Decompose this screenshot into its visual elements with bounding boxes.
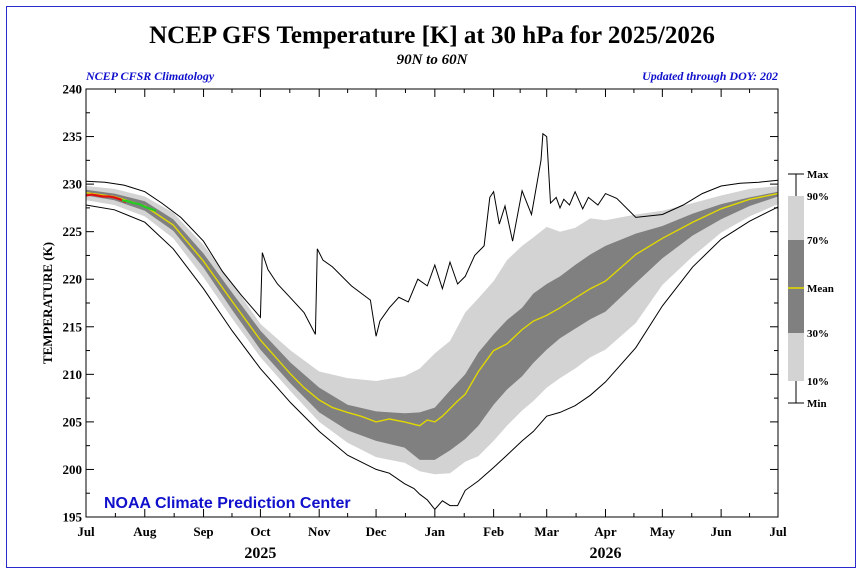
y-tick-label: 240	[63, 82, 83, 97]
x-tick-label: Jan	[425, 524, 446, 539]
legend-label: 10%	[807, 376, 829, 388]
chart-title: NCEP GFS Temperature [K] at 30 hPa for 2…	[149, 22, 715, 49]
y-tick-label: 225	[63, 224, 83, 239]
x-tick-label: Nov	[308, 524, 331, 539]
y-tick-label: 210	[63, 367, 83, 382]
x-tick-label: Aug	[133, 524, 157, 539]
update-note: Updated through DOY: 202	[642, 69, 778, 83]
legend-label: 70%	[807, 235, 829, 247]
chart-frame	[6, 6, 856, 568]
x-tick-label: Jun	[711, 524, 733, 539]
x-tick-label: Mar	[534, 524, 559, 539]
x-tick-label: Jul	[769, 524, 787, 539]
y-tick-label: 230	[63, 177, 83, 192]
x-tick-label: Jul	[77, 524, 95, 539]
band-30-70	[86, 189, 778, 460]
legend-label: Max	[807, 169, 829, 181]
cpc-watermark: NOAA Climate Prediction Center	[104, 495, 351, 512]
y-tick-label: 195	[63, 510, 83, 525]
x-tick-label: May	[650, 524, 676, 539]
x-tick-label: Dec	[366, 524, 387, 539]
legend-90-box	[788, 196, 804, 240]
chart-subtitle: 90N to 60N	[396, 52, 468, 68]
series-max-line	[85, 132, 779, 337]
series-observed-recent-line	[121, 199, 157, 212]
x-tick-label: Apr	[594, 524, 617, 539]
series-min-line	[85, 204, 779, 511]
y-tick-label: 215	[63, 319, 83, 334]
series-mean-line	[85, 192, 779, 427]
legend-label: 30%	[807, 328, 829, 340]
x-tick-label: Oct	[250, 524, 271, 539]
legend-label: Mean	[807, 283, 834, 295]
legend-label: 90%	[807, 191, 829, 203]
x-tick-label: Sep	[193, 524, 213, 539]
legend-label: Min	[807, 398, 827, 410]
y-tick-label: 200	[63, 462, 83, 477]
y-tick-label: 235	[63, 129, 83, 144]
year-label: 2026	[589, 545, 621, 562]
y-axis-label: TEMPERATURE (K)	[40, 242, 55, 364]
series-observed-line	[85, 193, 127, 204]
y-tick-label: 205	[63, 414, 83, 429]
x-tick-label: Feb	[483, 524, 504, 539]
climatology-note: NCEP CFSR Climatology	[86, 69, 215, 83]
year-label: 2025	[244, 545, 276, 562]
legend-70-30-box	[788, 240, 804, 333]
legend-10-box	[788, 333, 804, 381]
y-tick-label: 220	[63, 272, 83, 287]
